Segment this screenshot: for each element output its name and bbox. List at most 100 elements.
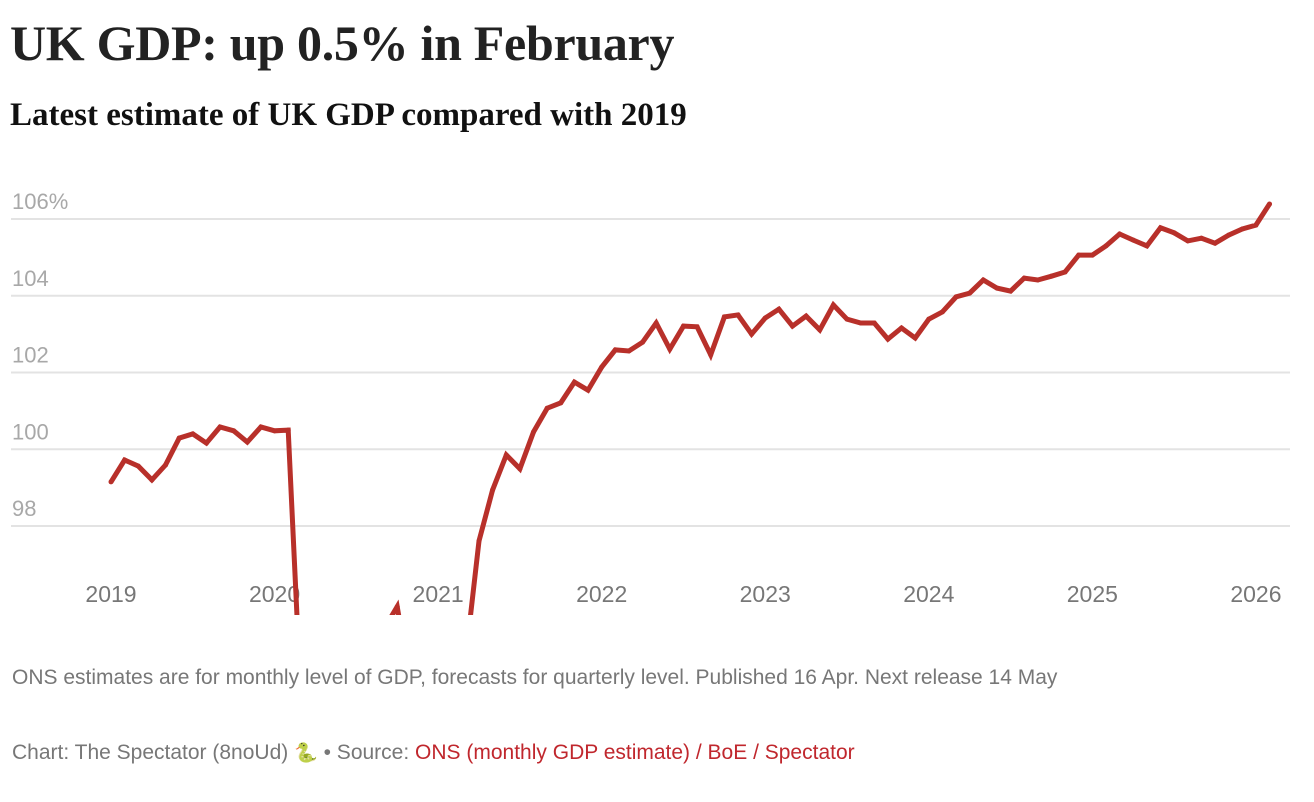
data-point bbox=[244, 439, 250, 445]
data-point bbox=[149, 477, 155, 483]
series-layer bbox=[108, 201, 1273, 640]
gdp-line-chart: 98 100 102 104 106% 2019 2020 2021 2022 2023 2024… bbox=[11, 189, 1290, 640]
data-point bbox=[476, 538, 482, 544]
data-point bbox=[1103, 243, 1109, 249]
chart-credit: Chart: The Spectator (8noUd) 🐍 • Source:… bbox=[12, 741, 855, 765]
source-link[interactable]: ONS (monthly GDP estimate) / BoE / Spect… bbox=[415, 741, 855, 764]
data-point bbox=[667, 346, 673, 352]
data-point bbox=[871, 320, 877, 326]
data-point bbox=[599, 364, 605, 370]
data-point bbox=[1158, 225, 1164, 231]
data-point bbox=[735, 312, 741, 318]
x-axis-ticks: 2019 2020 2021 2022 2023 2024 2025 2026 bbox=[85, 581, 1281, 607]
data-point bbox=[749, 331, 755, 337]
data-point bbox=[817, 327, 823, 333]
gridlines bbox=[11, 218, 1290, 527]
data-point bbox=[231, 428, 237, 434]
x-tick-label: 2020 bbox=[249, 581, 300, 607]
x-tick-label: 2022 bbox=[576, 581, 627, 607]
data-point bbox=[912, 335, 918, 341]
data-point bbox=[1144, 243, 1150, 249]
data-point bbox=[708, 352, 714, 358]
data-point bbox=[517, 466, 523, 472]
data-point bbox=[640, 339, 646, 345]
data-point bbox=[612, 347, 618, 353]
data-point bbox=[381, 627, 386, 632]
data-point bbox=[1117, 231, 1123, 237]
data-point bbox=[1171, 230, 1177, 236]
y-tick-label: 98 bbox=[12, 496, 36, 521]
data-point bbox=[803, 313, 809, 319]
data-point bbox=[285, 427, 291, 433]
x-tick-label: 2021 bbox=[413, 581, 464, 607]
data-point bbox=[1226, 232, 1232, 238]
data-point bbox=[1198, 235, 1204, 241]
data-point bbox=[790, 323, 795, 329]
data-point bbox=[1239, 226, 1245, 232]
data-point bbox=[830, 302, 836, 308]
data-point bbox=[1185, 238, 1191, 244]
data-point bbox=[680, 323, 686, 329]
chart-title: UK GDP: up 0.5% in February bbox=[10, 15, 675, 71]
data-point bbox=[558, 400, 564, 406]
data-point bbox=[585, 387, 591, 393]
data-point bbox=[1253, 222, 1259, 228]
y-tick-label: 100 bbox=[12, 419, 49, 444]
data-point bbox=[272, 428, 278, 434]
x-tick-label: 2019 bbox=[85, 581, 136, 607]
data-point bbox=[1048, 273, 1054, 279]
chart-subtitle: Latest estimate of UK GDP compared with … bbox=[10, 97, 687, 133]
data-point bbox=[490, 487, 496, 493]
data-point bbox=[203, 440, 209, 446]
series-line-gdp bbox=[108, 202, 1272, 615]
data-point bbox=[980, 277, 986, 283]
y-tick-label: 104 bbox=[12, 266, 49, 291]
data-point bbox=[1035, 277, 1041, 283]
data-point bbox=[885, 336, 891, 342]
data-point bbox=[1267, 201, 1273, 207]
data-point bbox=[1008, 288, 1014, 294]
x-tick-label: 2025 bbox=[1067, 581, 1118, 607]
data-point bbox=[1062, 269, 1068, 275]
data-point bbox=[967, 290, 973, 296]
data-point bbox=[626, 348, 632, 354]
data-point bbox=[108, 479, 114, 485]
data-point bbox=[135, 463, 141, 469]
data-point bbox=[694, 324, 700, 330]
data-point bbox=[994, 285, 1000, 291]
data-point bbox=[531, 429, 537, 435]
data-point bbox=[762, 315, 768, 321]
data-point bbox=[1130, 237, 1136, 243]
data-point bbox=[953, 294, 959, 300]
data-point bbox=[776, 306, 782, 312]
data-point bbox=[122, 457, 128, 463]
data-point bbox=[926, 316, 932, 322]
data-point bbox=[190, 431, 196, 437]
data-point bbox=[1021, 275, 1027, 281]
data-point bbox=[844, 316, 850, 322]
snake-icon: 🐍 bbox=[294, 743, 318, 764]
data-point bbox=[503, 452, 509, 458]
data-point bbox=[1212, 240, 1218, 246]
y-axis-ticks: 98 100 102 104 106% bbox=[12, 189, 68, 521]
data-point bbox=[899, 325, 905, 331]
data-point bbox=[1089, 252, 1095, 258]
y-tick-label: 102 bbox=[12, 343, 49, 368]
data-point bbox=[217, 424, 223, 430]
credit-text: Chart: The Spectator (8noUd) bbox=[12, 741, 289, 764]
data-point bbox=[858, 320, 864, 326]
data-point bbox=[721, 314, 727, 320]
chart-note: ONS estimates are for monthly level of G… bbox=[12, 666, 1058, 689]
data-point bbox=[571, 379, 577, 385]
data-point bbox=[163, 462, 169, 468]
data-point bbox=[939, 309, 945, 315]
source-label: • Source: bbox=[323, 741, 410, 764]
data-point bbox=[176, 435, 182, 441]
data-point bbox=[422, 639, 427, 640]
x-tick-label: 2024 bbox=[903, 581, 954, 607]
data-point bbox=[1076, 252, 1082, 258]
x-tick-label: 2023 bbox=[740, 581, 791, 607]
y-tick-label: 106% bbox=[12, 189, 68, 214]
data-point bbox=[653, 320, 659, 326]
data-point bbox=[258, 424, 264, 430]
